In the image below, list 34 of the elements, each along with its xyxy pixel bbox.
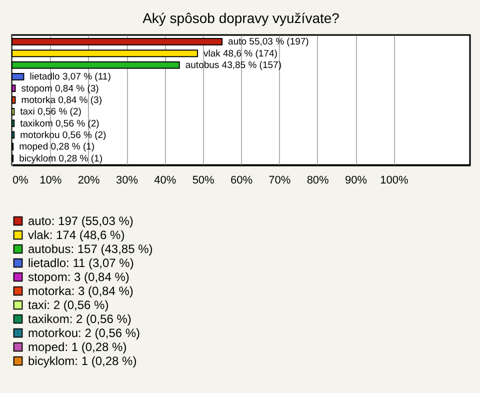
legend-label: autobus: 157 (43,85 %) — [28, 242, 153, 256]
x-tick-label: 90% — [344, 174, 368, 186]
x-tick-label: 10% — [40, 174, 62, 186]
legend-label: taxikom: 2 (0,56 %) — [28, 312, 132, 326]
legend-label: motorka: 3 (0,84 %) — [28, 284, 134, 298]
legend-label: bicyklom: 1 (0,28 %) — [28, 354, 137, 368]
data-label: motorkou 0,56 % (2) — [20, 130, 106, 141]
data-label: stopom 0,84 % (3) — [21, 83, 99, 94]
data-label: taxikom 0,56 % (2) — [20, 118, 100, 130]
legend-label: vlak: 174 (48,6 %) — [28, 228, 125, 242]
data-label: bicyklom 0,28 % (1) — [19, 153, 102, 164]
legend-label: stopom: 3 (0,84 %) — [28, 270, 130, 284]
legend-label: motorkou: 2 (0,56 %) — [28, 326, 140, 340]
x-tick-label: 20% — [78, 174, 100, 186]
legend-label: auto: 197 (55,03 %) — [28, 214, 134, 228]
legend-label: taxi: 2 (0,56 %) — [28, 298, 109, 312]
legend-label: lietadlo: 11 (3,07 %) — [28, 256, 134, 270]
x-tick-label: 50% — [192, 174, 215, 186]
data-label: autobus 43,85 % (157) — [185, 60, 282, 72]
data-label: lietadlo 3,07 % (11) — [30, 72, 111, 83]
data-label: taxi 0,56 % (2) — [20, 106, 82, 118]
data-label: auto 55,03 % (197) — [228, 36, 309, 48]
x-tick-label: 100% — [380, 174, 408, 186]
x-tick-label: 0% — [12, 174, 29, 186]
x-tick-label: 40% — [154, 174, 176, 186]
x-tick-label: 70% — [268, 174, 291, 186]
x-tick-label: 60% — [230, 174, 253, 186]
x-tick-label: 80% — [306, 174, 330, 186]
data-label: moped 0,28 % (1) — [19, 142, 95, 153]
x-tick-label: 30% — [116, 174, 138, 186]
legend-label: moped: 1 (0,28 %) — [28, 340, 127, 354]
data-label: motorka 0,84 % (3) — [21, 95, 102, 106]
chart-title: Aký spôsob dopravy využívate? — [142, 10, 340, 26]
data-label: vlak 48,6 % (174) — [203, 48, 278, 60]
